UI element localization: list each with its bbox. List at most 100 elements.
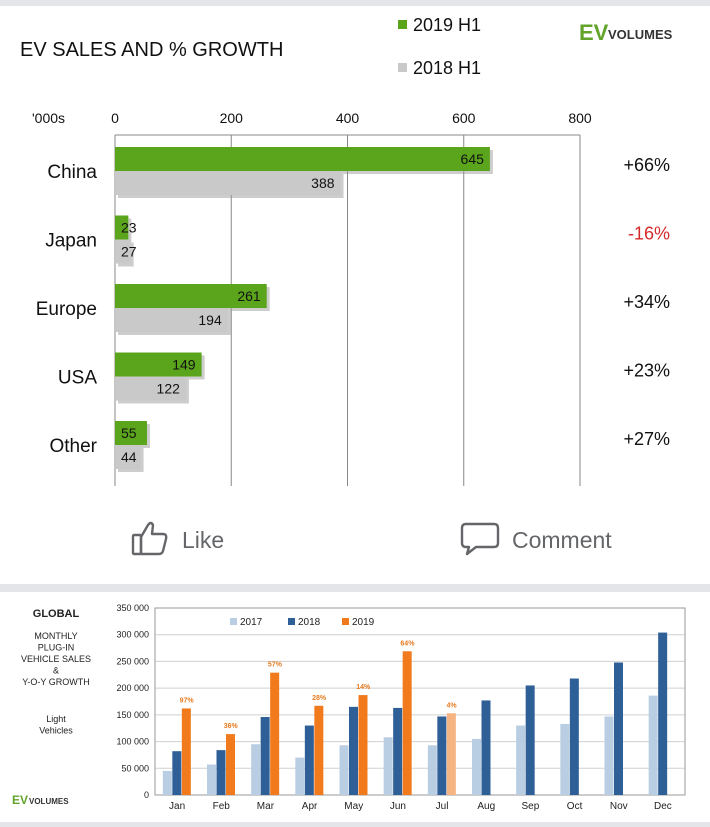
growth-label: 14% xyxy=(356,684,371,691)
bar-2017 xyxy=(648,695,658,795)
legend-swatch xyxy=(230,618,237,625)
like-label: Like xyxy=(182,527,225,553)
x-tick-label: 800 xyxy=(568,110,592,126)
brand-logo-volumes: VOLUMES xyxy=(608,27,673,42)
bar-2017 xyxy=(207,764,216,795)
post-separator xyxy=(0,584,710,592)
bar-value-label-2019: 149 xyxy=(172,357,196,373)
x-tick-label: Dec xyxy=(654,801,672,812)
x-tick-label: Mar xyxy=(257,801,275,812)
growth-label: +27% xyxy=(623,429,670,449)
x-tick-label: May xyxy=(344,801,363,812)
chart2-subtitle-line: & xyxy=(53,666,59,676)
x-tick-label: Oct xyxy=(567,801,583,812)
growth-label: -16% xyxy=(628,224,670,244)
legend-swatch-2018 xyxy=(398,63,407,72)
plot-frame xyxy=(154,607,686,796)
legend-label-2019: 2019 H1 xyxy=(413,15,481,35)
chart2-note-line: Vehicles xyxy=(39,726,73,736)
bar-2018 xyxy=(115,308,228,332)
growth-label: 57% xyxy=(268,662,283,669)
bar-2017 xyxy=(427,745,437,795)
bar-2019 xyxy=(115,215,129,240)
legend-swatch xyxy=(342,618,349,625)
growth-label: +66% xyxy=(623,155,670,175)
category-label: Europe xyxy=(36,299,97,320)
bar-2018 xyxy=(172,751,182,795)
bar-2018 xyxy=(481,700,491,795)
x-tick-label: 600 xyxy=(452,110,476,126)
bar-2018 xyxy=(115,445,141,469)
post-actions-bar: Like Comment xyxy=(0,496,710,584)
bar-2017 xyxy=(251,744,261,795)
ev-sales-card: EV SALES AND % GROWTH 2019 H1 2018 H1 EV VOL… xyxy=(0,6,710,496)
bar-value-label-2018: 27 xyxy=(121,244,137,260)
bar-value-label-2018: 44 xyxy=(121,449,137,465)
legend-label: 2017 xyxy=(240,617,263,628)
chart2-subtitle-line: MONTHLY xyxy=(34,631,77,641)
bar-2018 xyxy=(658,632,668,795)
bar-2019 xyxy=(115,421,147,445)
growth-label: 36% xyxy=(224,723,239,730)
x-tick-label: Nov xyxy=(610,801,628,812)
bar-2017 xyxy=(516,725,526,795)
x-tick-label: Feb xyxy=(213,801,231,812)
bar-value-label-2019: 645 xyxy=(461,151,485,167)
bar-2018 xyxy=(216,750,226,795)
bar-value-label-2018: 194 xyxy=(198,312,222,328)
bar-2018 xyxy=(115,376,186,401)
brand-logo-volumes: VOLUMES xyxy=(29,797,69,806)
bar-2018 xyxy=(569,678,579,795)
brand-logo-ev: EV xyxy=(12,793,28,807)
chart2-subtitle-line: Y-O-Y GROWTH xyxy=(22,677,90,687)
unit-label: '000s xyxy=(32,110,65,126)
bar-2018 xyxy=(304,725,314,795)
y-tick-label: 300 000 xyxy=(116,630,149,640)
growth-label: 97% xyxy=(180,697,195,704)
comment-label: Comment xyxy=(512,527,612,553)
bar-2019 xyxy=(226,734,235,795)
bar-2018 xyxy=(115,171,341,195)
bar-value-label-2019: 23 xyxy=(121,220,137,236)
x-tick-label: Jun xyxy=(390,801,406,812)
legend-label: 2019 xyxy=(352,617,375,628)
growth-label: +23% xyxy=(623,361,670,381)
category-label: Japan xyxy=(45,231,97,252)
bar-2018 xyxy=(260,716,270,795)
legend-label-2018: 2018 H1 xyxy=(413,58,481,78)
bar-2017 xyxy=(383,737,393,795)
bar-2017 xyxy=(472,738,481,795)
chart2-subtitle-line: VEHICLE SALES xyxy=(21,654,91,664)
category-label: USA xyxy=(58,368,97,389)
bar-2019 xyxy=(358,695,368,795)
chart2-title: GLOBAL xyxy=(33,608,80,620)
y-tick-label: 350 000 xyxy=(116,603,149,613)
bar-2017 xyxy=(295,757,305,795)
bar-2017 xyxy=(560,723,570,795)
comment-button[interactable]: Comment xyxy=(460,518,612,563)
bar-2018 xyxy=(393,707,403,795)
thumbs-up-icon xyxy=(130,518,170,563)
bar-2019 xyxy=(446,713,456,795)
bar-2019 xyxy=(115,284,267,308)
bar-2018 xyxy=(349,706,358,795)
x-tick-label: Apr xyxy=(302,801,318,812)
bar-2017 xyxy=(604,716,614,795)
chart2-note-line: Light xyxy=(46,714,66,724)
bar-2019 xyxy=(115,352,202,377)
monthly-sales-card: GLOBAL MONTHLY PLUG-IN VEHICLE SALES & Y-O-Y … xyxy=(0,592,710,822)
bar-2019 xyxy=(270,672,280,795)
growth-label: 64% xyxy=(400,640,415,647)
x-tick-label: Jan xyxy=(169,801,185,812)
bar-2019 xyxy=(115,147,490,171)
growth-label: 28% xyxy=(312,695,327,702)
bar-value-label-2018: 122 xyxy=(157,381,181,397)
y-tick-label: 50 000 xyxy=(121,763,149,773)
bar-2018 xyxy=(614,662,623,795)
bar-value-label-2019: 55 xyxy=(121,425,137,441)
bar-value-label-2019: 261 xyxy=(237,288,261,304)
category-label: China xyxy=(47,162,97,183)
like-button[interactable]: Like xyxy=(130,518,224,563)
growth-label: +34% xyxy=(623,292,670,312)
legend-swatch-2019 xyxy=(398,20,407,29)
